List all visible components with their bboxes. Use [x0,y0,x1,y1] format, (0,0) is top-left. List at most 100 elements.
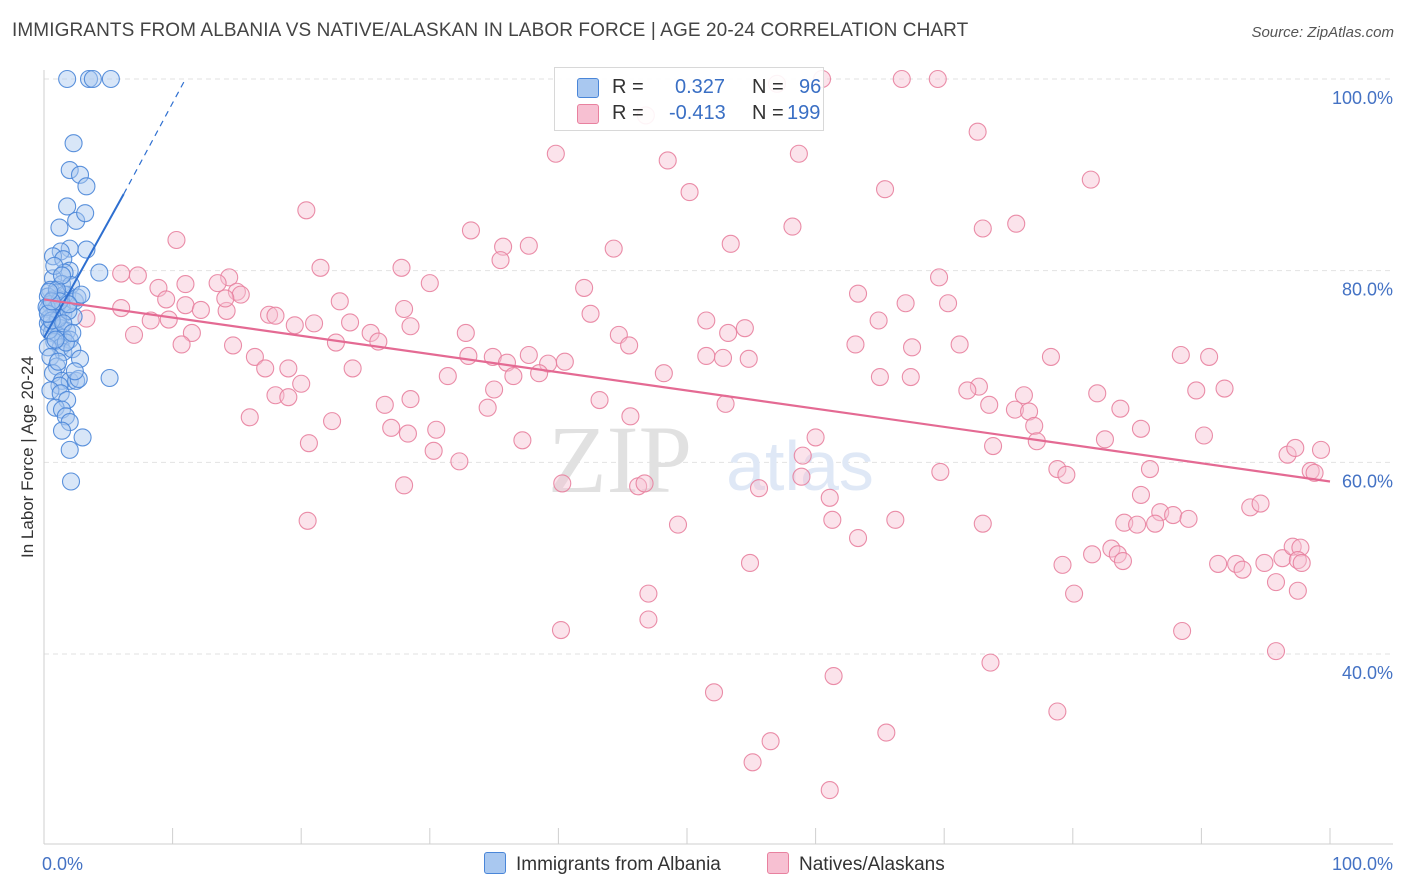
albania-point [63,323,82,343]
axes [43,70,1393,845]
albania-point [77,177,96,196]
y-tick-labels: 40.0% 60.0% 80.0% 100.0% [1332,88,1393,683]
natives-alaskans-point [401,390,420,409]
natives-alaskans-point [1048,459,1067,479]
natives-r-value: -0.413 [669,102,726,124]
natives-alaskans-point [461,221,481,240]
natives-alaskans-point [438,367,457,386]
natives-alaskans-point [1164,505,1183,525]
natives-alaskans-point [1131,419,1151,438]
natives-alaskans-point [285,316,304,335]
natives-alaskans-point [1113,551,1133,571]
natives-alaskans-point [208,274,227,293]
natives-alaskans-point [740,553,760,573]
natives-alaskans-point [680,183,699,202]
x-tick-label-max: 100.0% [1332,854,1393,874]
natives-alaskans-point [697,311,716,330]
albania-point [52,421,72,440]
natives-alaskans-point [191,300,210,320]
natives-alaskans-point [1065,584,1084,603]
natives-alaskans-point [928,69,947,89]
natives-alaskans-point [157,290,176,309]
natives-alaskans-point [159,310,178,329]
natives-alaskans-point [1081,170,1100,189]
natives-alaskans-point [220,268,239,287]
y-tick-label-80: 80.0% [1342,280,1393,300]
natives-alaskans-point [713,348,733,367]
y-tick-label-100: 100.0% [1332,88,1393,108]
natives-alaskans-point [1128,515,1147,534]
natives-alaskans-point [668,515,688,534]
natives-alaskans-point [980,395,999,414]
natives-alaskans-point [1025,416,1044,435]
natives-alaskans-point [216,289,235,308]
natives-alaskans-point [1283,537,1302,556]
natives-alaskans-point [424,441,443,460]
natives-alaskans-point [806,428,825,447]
natives-alaskans-point [305,314,324,333]
natives-alaskans-point [124,325,144,344]
natives-alaskans-point [1241,498,1260,517]
natives-alaskans-point [950,335,969,354]
natives-alaskans-point [635,474,654,493]
albania-point [60,160,79,180]
natives-alaskans-point [620,336,639,355]
r-label: R = [612,102,644,124]
natives-alaskans-point [973,514,992,533]
natives-alaskans-point [575,278,594,297]
natives-alaskans-point [654,364,673,383]
albania-r-value: 0.327 [675,76,726,98]
natives-alaskans-point [546,144,565,163]
natives-alaskans-point [530,364,549,383]
natives-alaskans-point [1278,445,1297,464]
natives-alaskans-point [494,237,513,256]
natives-alaskans-point [969,377,988,396]
natives-alaskans-point [112,298,131,318]
albania-point [49,352,68,371]
albania-legend-label: Immigrants from Albania [516,854,721,875]
albania-point [51,384,70,403]
natives-alaskans-point [902,338,922,357]
albania-swatch [577,78,599,98]
natives-alaskans-point [1266,573,1286,592]
natives-alaskans-point [939,294,958,313]
r-label: R = [612,76,644,98]
natives-alaskans-point [639,610,658,629]
natives-alaskans-point [513,431,532,450]
natives-alaskans-point [739,349,758,368]
natives-alaskans-point [292,374,311,393]
albania-point [63,340,82,359]
natives-alaskans-point [456,323,475,343]
albania-point [50,376,69,395]
natives-alaskans-point [240,408,259,427]
natives-alaskans-point [958,381,977,400]
natives-alaskans-point [266,306,285,325]
natives-alaskans-point [743,753,762,772]
natives-alaskans-point [427,420,446,439]
natives-alaskans-point [1095,430,1114,449]
natives-alaskans-point [504,367,523,386]
albania-point [54,250,73,269]
albania-point [52,266,72,285]
natives-alaskans-point [1255,553,1274,573]
natives-trend-line [43,298,1331,483]
natives-alaskans-point [1200,347,1219,366]
natives-alaskans-point [1005,400,1024,419]
natives-alaskans-point [297,201,316,220]
natives-alaskans-point [311,258,330,277]
natives-alaskans-point [823,510,842,529]
natives-alaskans-point [519,345,538,365]
albania-legend-swatch [484,852,506,874]
natives-alaskans-point [658,151,677,170]
natives-alaskans-point [176,296,195,315]
natives-alaskans-point [279,359,298,378]
albania-point [43,247,63,266]
natives-alaskans-point [761,732,780,751]
albania-point [50,218,69,237]
natives-alaskans-point [896,294,915,313]
natives-alaskans-point [704,683,724,702]
albania-point [54,314,73,333]
natives-alaskans-point [1014,386,1033,405]
natives-alaskans-point [176,275,195,294]
natives-alaskans-point [792,467,811,486]
